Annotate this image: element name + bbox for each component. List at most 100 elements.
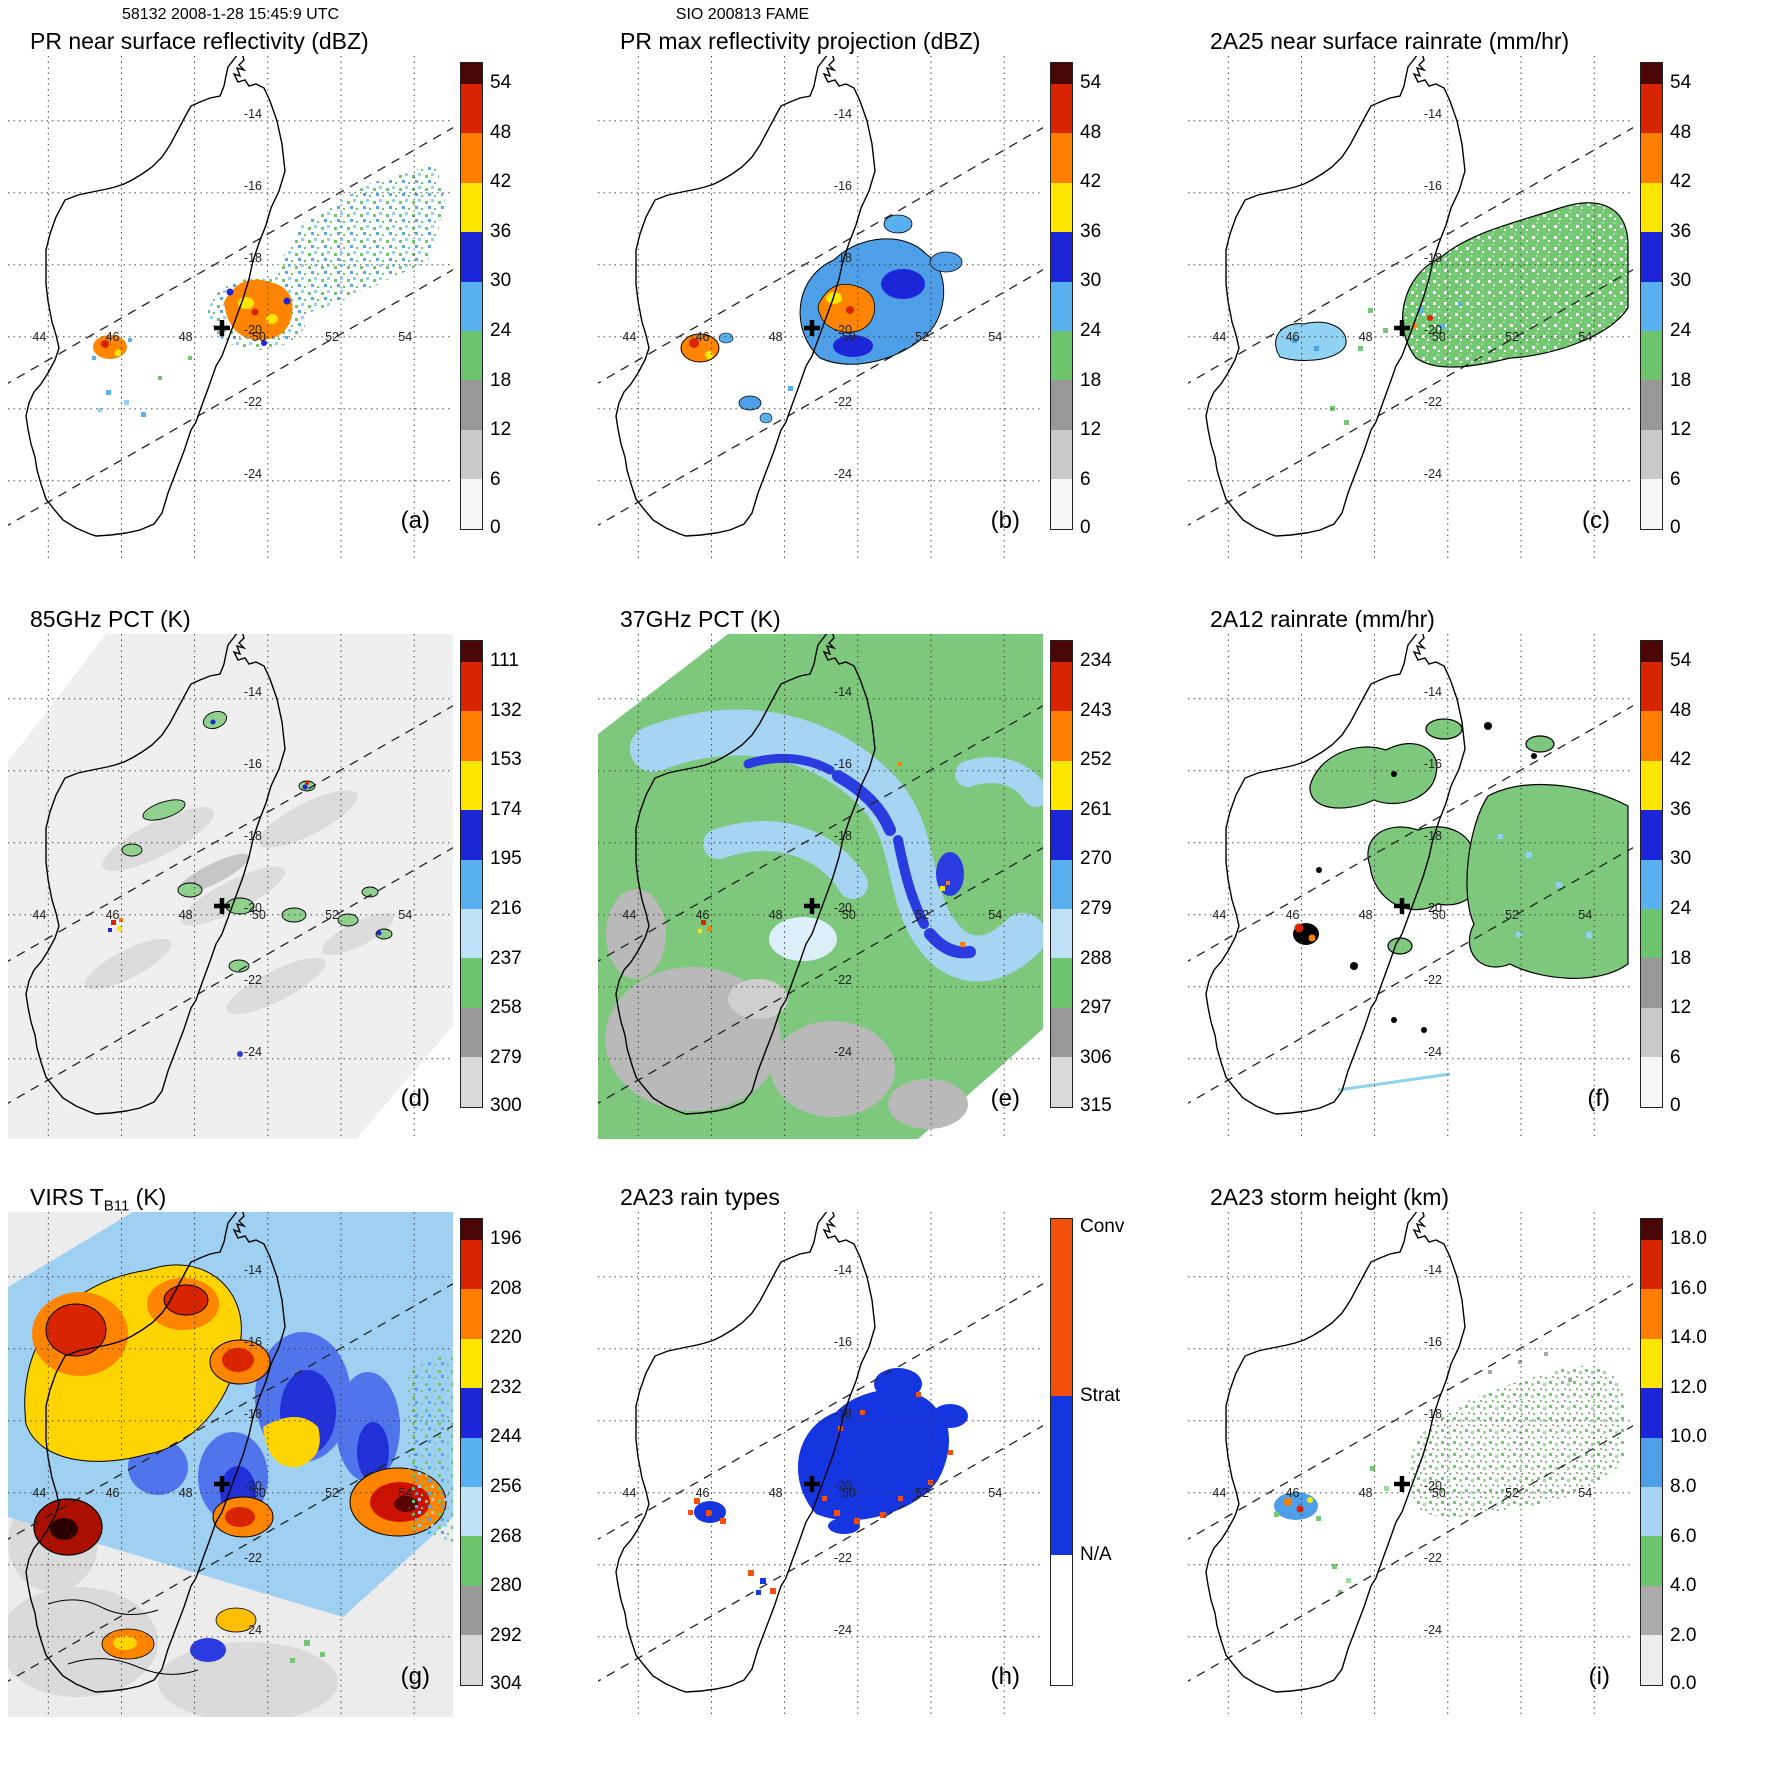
colorbar-segment bbox=[1641, 1007, 1662, 1058]
colorbar-tick-label: 232 bbox=[490, 1376, 522, 1398]
colorbar-tick-label: 42 bbox=[490, 171, 512, 193]
colorbar-tick-label: 30 bbox=[1670, 848, 1692, 870]
colorbar-segment bbox=[1051, 63, 1072, 84]
colorbar-segment bbox=[1641, 83, 1662, 134]
colorbar-tick-label: 30 bbox=[490, 270, 512, 292]
colorbar-tick-label: 30 bbox=[1080, 270, 1102, 292]
max-reflectivity-field bbox=[680, 214, 963, 424]
colorbar-tick-label: 12.0 bbox=[1670, 1376, 1707, 1398]
colorbar-segment bbox=[461, 1388, 482, 1438]
colorbar-tick-label: 42 bbox=[1670, 171, 1692, 193]
colorbar-tick-label: 252 bbox=[1080, 749, 1112, 771]
colorbar-segment bbox=[1641, 1486, 1662, 1537]
colorbar-tick-label: 36 bbox=[1080, 220, 1102, 242]
rain-type-field bbox=[688, 1368, 968, 1595]
colorbar-tick-label: 12 bbox=[1670, 997, 1692, 1019]
colorbar-tick-label: 48 bbox=[1670, 699, 1692, 721]
colorbar-segment bbox=[1051, 133, 1072, 183]
colorbar-tick-label: 315 bbox=[1080, 1094, 1112, 1116]
colorbar-segment bbox=[461, 661, 482, 712]
panel-c: 2A25 near surface rainrate (mm/hr) (c) 5… bbox=[1180, 26, 1770, 604]
colorbar-segment bbox=[1641, 429, 1662, 480]
colorbar-tick-label: 297 bbox=[1080, 997, 1112, 1019]
colorbar-tick-label: 42 bbox=[1670, 749, 1692, 771]
colorbar-ticks-a: 54 48 42 36 30 24 18 12 6 0 bbox=[490, 62, 560, 538]
colorbar-segment bbox=[1641, 810, 1662, 860]
colorbar-tick-label: 48 bbox=[1670, 121, 1692, 143]
colorbar-segment bbox=[1051, 1057, 1072, 1107]
panel-a-title: PR near surface reflectivity (dBZ) bbox=[30, 28, 369, 54]
colorbar-segment bbox=[1641, 232, 1662, 282]
tmi-rainrate-field bbox=[1293, 718, 1629, 1092]
colorbar-segment bbox=[1051, 380, 1072, 430]
colorbar-segment bbox=[461, 1437, 482, 1487]
colorbar-segment bbox=[1051, 330, 1072, 381]
colorbar-tick-label: 261 bbox=[1080, 798, 1112, 820]
panel-i: 2A23 storm height (km) (i) 18.0 16.0 14.0 1… bbox=[1180, 1182, 1770, 1760]
colorbar-segment bbox=[461, 1239, 482, 1290]
colorbar-tick-label: 6 bbox=[1670, 1046, 1681, 1068]
colorbar-segment bbox=[1641, 133, 1662, 183]
colorbar-segment bbox=[461, 1635, 482, 1685]
colorbar-tick-label: 196 bbox=[490, 1228, 522, 1250]
colorbar-ticks-b: 54 48 42 36 30 24 18 12 6 0 bbox=[1080, 62, 1150, 538]
colorbar-tick-label: 234 bbox=[1080, 650, 1112, 672]
colorbar-segment bbox=[1641, 908, 1662, 959]
colorbar-tick-label: 24 bbox=[1080, 320, 1102, 342]
colorbar-tick-label: 256 bbox=[490, 1476, 522, 1498]
colorbar-tick-label: 0 bbox=[1670, 1094, 1681, 1116]
panel-letter-e: (e) bbox=[991, 1085, 1020, 1112]
colorbar-tick-label: 174 bbox=[490, 798, 522, 820]
colorbar-tick-label: 54 bbox=[1080, 72, 1102, 94]
panel-d: 85GHz PCT (K) bbox=[0, 604, 590, 1182]
colorbar-segment bbox=[1641, 760, 1662, 811]
colorbar-tick-label: 12 bbox=[1670, 419, 1692, 441]
colorbar-ticks-f: 54 48 42 36 30 24 18 12 6 0 bbox=[1670, 640, 1740, 1116]
colorbar-segment bbox=[1051, 182, 1072, 233]
colorbar-segment bbox=[1051, 1554, 1072, 1685]
colorbar-segment bbox=[461, 1289, 482, 1339]
colorbar-d bbox=[460, 640, 483, 1108]
colorbar-segment bbox=[1051, 810, 1072, 860]
colorbar-g bbox=[460, 1218, 483, 1686]
panel-d-title: 85GHz PCT (K) bbox=[30, 606, 191, 632]
colorbar-ticks-g: 196 208 220 232 244 256 268 280 292 304 bbox=[490, 1218, 560, 1694]
colorbar-segment bbox=[1641, 281, 1662, 331]
colorbar-segment bbox=[1051, 479, 1072, 529]
colorbar-tick-label: 292 bbox=[490, 1624, 522, 1646]
colorbar-segment bbox=[1641, 380, 1662, 430]
colorbar-tick-label: 18 bbox=[1670, 947, 1692, 969]
colorbar-tick-label: 0 bbox=[1080, 516, 1091, 538]
colorbar-tick-label: Conv bbox=[1080, 1216, 1125, 1238]
colorbar-segment bbox=[1051, 232, 1072, 282]
colorbar-tick-label: 18.0 bbox=[1670, 1228, 1707, 1250]
colorbar-segment bbox=[1641, 1289, 1662, 1339]
colorbar-ticks-c: 54 48 42 36 30 24 18 12 6 0 bbox=[1670, 62, 1740, 538]
colorbar-segment bbox=[1641, 1338, 1662, 1389]
colorbar-tick-label: 24 bbox=[1670, 898, 1692, 920]
colorbar-i bbox=[1640, 1218, 1663, 1686]
colorbar-tick-label: 48 bbox=[490, 121, 512, 143]
colorbar-tick-label: 36 bbox=[1670, 798, 1692, 820]
virs-tb11-field bbox=[8, 1212, 453, 1717]
colorbar-ticks-i: 18.0 16.0 14.0 12.0 10.0 8.0 6.0 4.0 2.0 0.0 bbox=[1670, 1218, 1740, 1694]
colorbar-segment bbox=[1641, 661, 1662, 712]
panel-i-title: 2A23 storm height (km) bbox=[1210, 1184, 1450, 1210]
colorbar-tick-label: 279 bbox=[490, 1046, 522, 1068]
colorbar-tick-label: 18 bbox=[1080, 369, 1102, 391]
colorbar-segment bbox=[1641, 711, 1662, 761]
colorbar-segment bbox=[1051, 859, 1072, 909]
map-g: (g) bbox=[8, 1212, 453, 1717]
colorbar-tick-label: 4.0 bbox=[1670, 1575, 1697, 1597]
panel-letter-d: (d) bbox=[401, 1085, 430, 1112]
panel-f-title: 2A12 rainrate (mm/hr) bbox=[1210, 606, 1435, 632]
colorbar-segment bbox=[461, 182, 482, 233]
rainrate-field bbox=[1275, 202, 1629, 425]
colorbar-tick-label: 258 bbox=[490, 997, 522, 1019]
colorbar-tick-label: 10.0 bbox=[1670, 1426, 1707, 1448]
colorbar-tick-label: 244 bbox=[490, 1426, 522, 1448]
colorbar-tick-label: 42 bbox=[1080, 171, 1102, 193]
colorbar-tick-label: 243 bbox=[1080, 699, 1112, 721]
colorbar-tick-label: 279 bbox=[1080, 898, 1112, 920]
colorbar-segment bbox=[1641, 63, 1662, 84]
